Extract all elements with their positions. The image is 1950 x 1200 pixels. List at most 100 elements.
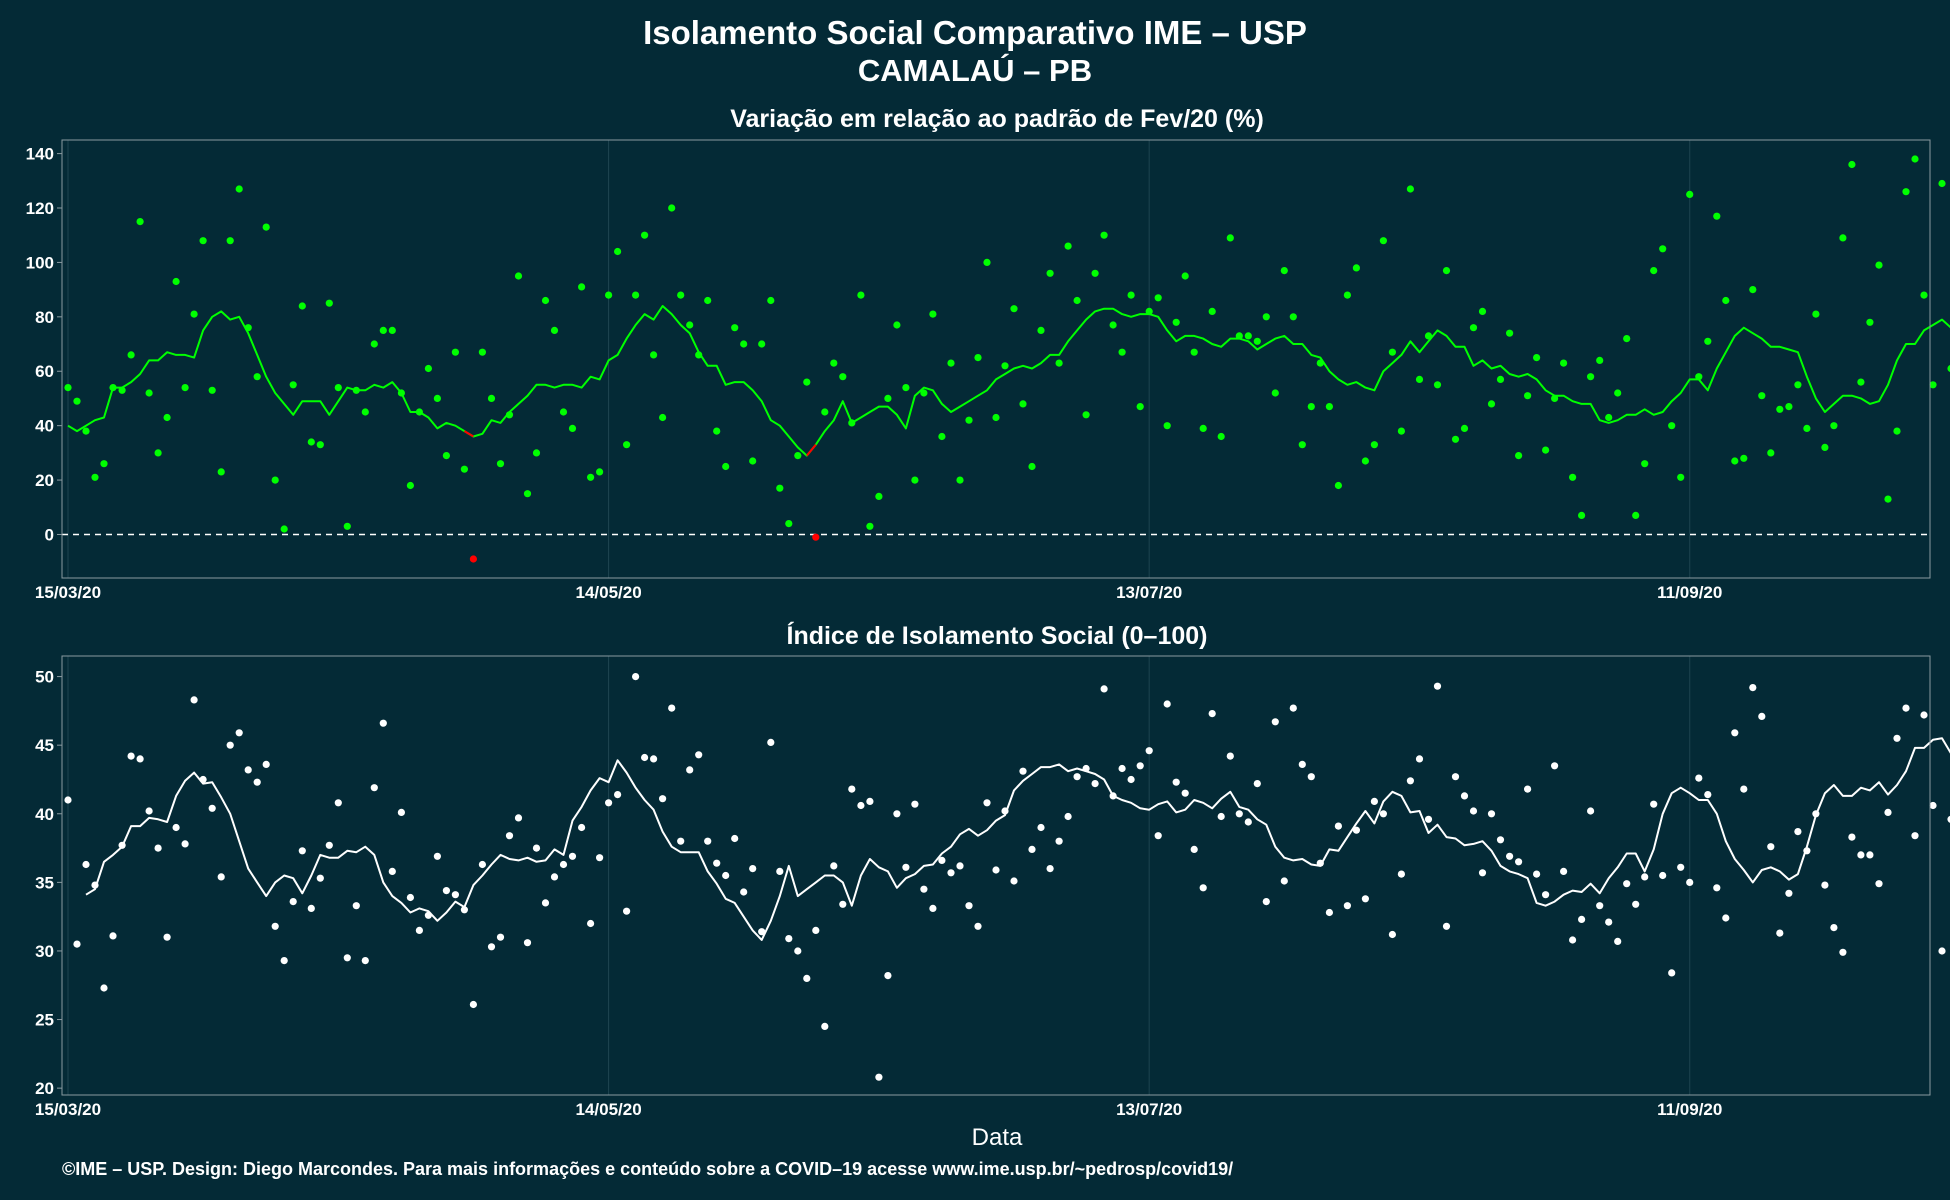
variation-data-point xyxy=(190,310,198,318)
index-data-point xyxy=(848,785,856,793)
variation-data-point xyxy=(271,476,279,484)
index-data-point xyxy=(1614,937,1622,946)
variation-data-point xyxy=(64,384,72,392)
index-data-point xyxy=(1442,922,1451,930)
variation-data-point xyxy=(821,408,829,416)
variation-data-point xyxy=(884,394,892,402)
index-data-point xyxy=(370,784,378,792)
variation-data-point xyxy=(596,468,604,476)
variation-data-point xyxy=(794,452,802,460)
index-data-point xyxy=(1767,843,1775,851)
variation-data-point xyxy=(668,204,676,212)
index-data-point xyxy=(1893,734,1901,742)
index-data-point xyxy=(1091,780,1099,788)
variation-data-point xyxy=(1163,422,1171,430)
variation-data-point xyxy=(505,411,514,419)
variation-data-point xyxy=(1091,269,1099,277)
index-data-point xyxy=(965,902,973,910)
index-y-tick-label: 25 xyxy=(35,1011,54,1030)
variation-data-point xyxy=(749,457,757,465)
index-data-point xyxy=(587,919,595,928)
variation-data-point xyxy=(523,490,532,498)
variation-data-point xyxy=(496,460,505,468)
index-data-point xyxy=(1118,764,1126,773)
variation-data-point xyxy=(1424,332,1433,340)
index-data-point xyxy=(1460,792,1469,800)
variation-data-point xyxy=(1623,335,1631,343)
index-data-point xyxy=(1298,760,1306,769)
variation-data-point xyxy=(406,481,414,490)
variation-data-point xyxy=(1794,381,1802,389)
variation-data-point xyxy=(136,218,144,226)
index-data-point xyxy=(406,893,414,902)
variation-x-tick-label: 11/09/20 xyxy=(1657,583,1722,602)
variation-data-point xyxy=(1496,375,1505,383)
variation-data-point xyxy=(1154,294,1162,302)
variation-data-point xyxy=(478,348,486,356)
index-data-point xyxy=(1839,948,1847,956)
index-data-point xyxy=(812,926,820,935)
variation-data-point xyxy=(433,394,441,402)
variation-data-point xyxy=(1920,291,1928,299)
variation-data-point xyxy=(1244,332,1252,340)
index-data-point xyxy=(1605,918,1613,926)
variation-data-point xyxy=(1415,375,1424,383)
variation-data-point xyxy=(704,296,712,305)
variation-data-point xyxy=(235,185,243,193)
variation-data-point xyxy=(713,427,721,435)
variation-data-point xyxy=(659,413,667,422)
variation-data-point xyxy=(1019,400,1027,408)
variation-data-point xyxy=(91,473,99,481)
index-data-point xyxy=(451,891,459,899)
variation-data-point xyxy=(1046,269,1054,277)
variation-data-point xyxy=(163,413,171,422)
index-data-point xyxy=(1019,767,1027,775)
variation-data-point xyxy=(550,326,559,334)
variation-data-point xyxy=(785,520,793,528)
variation-data-point xyxy=(992,413,1000,422)
variation-data-point xyxy=(740,340,748,348)
variation-data-point xyxy=(1334,481,1342,490)
index-y-tick-label: 40 xyxy=(35,805,54,824)
variation-data-point xyxy=(1001,362,1009,370)
variation-data-point xyxy=(1821,443,1829,451)
index-data-point xyxy=(496,933,505,941)
index-data-point xyxy=(1154,832,1162,840)
index-data-point xyxy=(1515,858,1523,866)
variation-data-point xyxy=(1506,329,1514,337)
index-data-point xyxy=(956,862,964,870)
variation-y-tick-label: 140 xyxy=(26,145,54,164)
variation-data-point xyxy=(803,378,811,386)
variation-data-point xyxy=(857,291,865,299)
index-data-point xyxy=(1506,852,1514,860)
index-data-point xyxy=(839,900,847,908)
variation-moving-average-line xyxy=(67,305,1950,457)
variation-data-point xyxy=(1397,427,1405,435)
variation-data-point xyxy=(1370,441,1378,449)
index-data-point xyxy=(794,947,802,955)
index-data-point xyxy=(938,856,946,865)
variation-data-point xyxy=(1388,348,1396,356)
index-data-point xyxy=(1370,797,1378,806)
variation-data-point xyxy=(947,359,955,367)
variation-data-point xyxy=(1641,460,1649,468)
variation-x-tick-label: 15/03/20 xyxy=(35,583,101,602)
variation-data-point xyxy=(1632,511,1640,519)
variation-data-point xyxy=(1478,307,1487,315)
variation-data-point xyxy=(442,452,450,460)
index-data-point xyxy=(1920,711,1928,719)
index-data-point xyxy=(605,799,613,807)
index-data-point xyxy=(668,704,676,712)
index-data-point xyxy=(172,823,180,832)
variation-y-tick-label: 0 xyxy=(45,525,54,544)
variation-data-point xyxy=(1253,337,1261,345)
variation-data-point xyxy=(875,492,883,500)
index-data-point xyxy=(1623,880,1631,888)
index-data-point xyxy=(541,899,550,907)
index-data-point xyxy=(361,957,369,965)
variation-data-point xyxy=(1875,261,1883,269)
index-data-point xyxy=(1704,791,1712,799)
variation-data-point xyxy=(1109,321,1117,329)
index-data-point xyxy=(1740,785,1748,793)
variation-data-point xyxy=(307,438,315,446)
